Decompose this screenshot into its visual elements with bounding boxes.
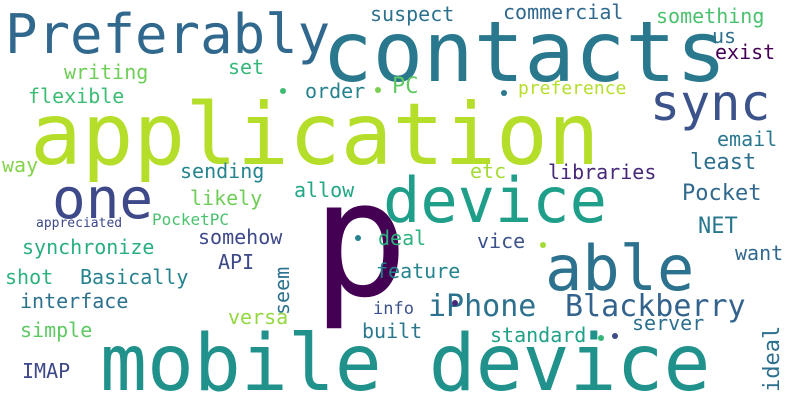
word-least: least: [690, 150, 757, 175]
dot: [598, 335, 604, 341]
word-etc: etc: [470, 159, 507, 183]
dot: [540, 242, 546, 248]
word-sending: sending: [180, 159, 265, 183]
word-net: NET: [698, 214, 738, 239]
word-email: email: [717, 127, 778, 151]
word-one: one: [52, 167, 154, 232]
word-appreciated: appreciated: [36, 216, 123, 231]
word-info: info: [373, 299, 414, 319]
word-ideal: ideal: [760, 325, 785, 392]
word-set: set: [228, 55, 265, 79]
word-built: built: [362, 319, 423, 343]
word-blackberry: Blackberry: [565, 289, 746, 324]
word-vice: vice: [477, 229, 526, 253]
word-api: API: [218, 250, 255, 274]
word-way: way: [2, 153, 39, 177]
word-versa: versa: [228, 305, 289, 329]
word-device: device: [383, 164, 607, 237]
word-preferably: Preferably: [5, 3, 331, 66]
word-likely: likely: [190, 186, 263, 210]
word-commercial: commercial: [503, 0, 624, 24]
word-preference: preference: [518, 78, 627, 99]
word-simple: simple: [20, 318, 93, 342]
word-suspect: suspect: [370, 2, 455, 26]
word-synchronize: synchronize: [22, 235, 155, 259]
word-feature: feature: [376, 259, 461, 283]
word-standard: standard: [490, 323, 587, 347]
word-order: order: [305, 79, 366, 103]
word-shot: shot: [5, 265, 54, 289]
word-application: application: [30, 85, 600, 185]
word-something: something: [656, 4, 765, 28]
word-sync: sync: [650, 74, 771, 132]
word-server: server: [632, 311, 705, 335]
word-basically: Basically: [80, 265, 189, 289]
word-allow: allow: [294, 178, 355, 202]
dot: [501, 90, 507, 96]
word-us: us: [712, 24, 737, 48]
word-want: want: [735, 241, 784, 265]
word-imap: IMAP: [22, 359, 71, 383]
dot: [612, 333, 618, 339]
dot: [375, 87, 381, 93]
word-libraries: libraries: [548, 160, 657, 184]
word-contacts: contacts: [322, 3, 727, 101]
word-pocketpc: PocketPC: [152, 210, 230, 229]
word-exist: exist: [715, 40, 776, 64]
word-interface: interface: [20, 289, 129, 313]
word-flexible: flexible: [28, 84, 125, 108]
word-pocket: Pocket: [682, 181, 762, 206]
dot: [452, 300, 458, 306]
dot: [280, 88, 286, 94]
word-somehow: somehow: [198, 225, 283, 249]
dot: [355, 235, 361, 241]
word-able: able: [545, 232, 695, 305]
word-deal: deal: [378, 226, 427, 250]
word-writing: writing: [64, 60, 149, 84]
word-iphone: iPhone: [428, 289, 537, 324]
word-pc: PC: [392, 74, 419, 99]
word-mobile-device: mobile device: [100, 319, 711, 400]
